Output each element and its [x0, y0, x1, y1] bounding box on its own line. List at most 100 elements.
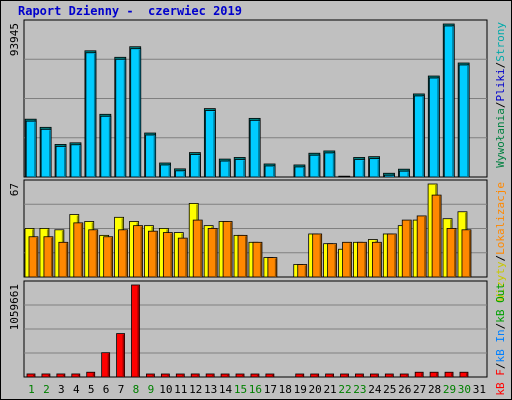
legend-entry-bottom: kB F: [494, 369, 507, 396]
sites-bar: [237, 234, 248, 278]
files-bar-fill: [85, 52, 97, 178]
sites-bar-shade: [274, 258, 277, 277]
kbf-bar-shade: [421, 373, 423, 377]
sites-bar: [371, 241, 382, 278]
files-bar-fill: [190, 154, 201, 178]
files-bar-shade: [467, 65, 469, 177]
files-bar: [160, 164, 171, 178]
sites-bar: [431, 194, 442, 278]
sites-bar: [43, 236, 54, 278]
files-bar: [458, 64, 470, 178]
files-bar: [40, 128, 52, 178]
sites-bar-shade: [185, 239, 187, 277]
sites-bar: [312, 233, 323, 278]
day-label: 18: [279, 383, 292, 396]
legend-entry-bottom: kB Out: [494, 283, 507, 323]
kbf-bar-shade: [301, 375, 304, 377]
kbf-bar-fill: [384, 373, 394, 378]
kbf-bar: [71, 373, 81, 378]
files-bar: [219, 160, 231, 178]
kbf-bar-shade: [361, 375, 364, 377]
files-bar: [145, 134, 157, 178]
files-bar-shade: [198, 155, 201, 177]
max-label-bottom: 1059661: [8, 284, 21, 330]
files-bar: [55, 146, 67, 178]
day-label: 17: [264, 383, 277, 396]
sites-bar-fill: [177, 237, 188, 278]
legend-entry-middle: /: [494, 255, 507, 262]
sites-bar-shade: [50, 237, 53, 277]
sites-bar-fill: [327, 243, 338, 278]
day-label: 10: [159, 383, 172, 396]
files-bar-shade: [213, 111, 215, 177]
sites-bar: [386, 233, 397, 278]
day-label: 9: [148, 383, 155, 396]
sites-bar-fill: [28, 236, 39, 278]
kbf-bar-fill: [86, 371, 96, 378]
kbf-bar-fill: [310, 373, 320, 378]
files-bar: [294, 166, 306, 178]
kbf-bar-fill: [265, 373, 275, 378]
sites-bar-fill: [342, 241, 352, 278]
kbf-bar-fill: [325, 373, 335, 378]
sites-bar-shade: [170, 233, 172, 277]
kbf-bar-shade: [331, 375, 334, 377]
kbf-bar-fill: [101, 352, 111, 378]
files-bar: [25, 120, 37, 178]
files-bar-shade: [332, 153, 335, 177]
kbf-bar: [459, 371, 469, 378]
sites-bar-fill: [43, 236, 54, 278]
sites-bar-shade: [424, 216, 426, 277]
kbf-bar-fill: [146, 373, 155, 378]
sites-bar-shade: [155, 232, 158, 277]
sites-bar-fill: [267, 257, 278, 278]
sites-bar-fill: [103, 236, 114, 278]
sites-bar-shade: [110, 237, 113, 277]
sites-bar-fill: [357, 241, 367, 278]
kbf-bar: [355, 373, 364, 378]
files-bar-shade: [273, 166, 275, 177]
legend-entry-top: Strony: [494, 22, 507, 62]
kbf-bar-fill: [459, 371, 469, 378]
legend-entry-top: Pliki: [494, 68, 507, 101]
files-bar-fill: [204, 110, 216, 178]
kbf-bar: [250, 373, 260, 378]
kbf-bar: [220, 373, 230, 378]
sites-bar-shade: [125, 230, 128, 277]
files-bar-shade: [317, 156, 320, 177]
kbf-bar-shade: [391, 375, 393, 377]
files-bar-fill: [264, 165, 276, 178]
kbf-bar: [175, 373, 185, 378]
report-title: Raport Dzienny - czerwiec 2019: [18, 4, 242, 18]
kbf-bar: [325, 373, 335, 378]
kbf-bar: [414, 371, 424, 378]
sites-bar: [73, 222, 84, 278]
files-bar-shade: [183, 171, 186, 177]
sites-bar-shade: [245, 236, 247, 277]
sites-bar-fill: [222, 221, 233, 278]
kbf-bar-shade: [77, 374, 80, 377]
kbf-bar: [41, 373, 51, 378]
kbf-bar-fill: [355, 373, 364, 378]
files-bar-shade: [168, 165, 171, 177]
files-bar: [309, 154, 321, 178]
files-bar-fill: [130, 48, 142, 178]
sites-bar-shade: [140, 226, 143, 277]
day-label: 19: [294, 383, 307, 396]
sites-bar-fill: [446, 228, 457, 278]
kbf-bar: [146, 373, 155, 378]
kbf-bar-shade: [346, 375, 349, 377]
kbf-bar: [399, 373, 409, 378]
files-bar-shade: [138, 49, 141, 178]
kbf-bar-fill: [190, 373, 200, 378]
kbf-bar-fill: [131, 284, 140, 378]
kbf-bar-shade: [182, 375, 184, 377]
kbf-bar-shade: [197, 374, 199, 377]
sites-bar-fill: [58, 241, 69, 278]
kbf-bar-fill: [414, 371, 424, 378]
files-bar-fill: [160, 164, 171, 178]
files-bar-fill: [294, 166, 306, 178]
files-bar-fill: [354, 159, 366, 178]
kbf-bar: [429, 371, 439, 378]
files-bar-shade: [377, 159, 380, 177]
